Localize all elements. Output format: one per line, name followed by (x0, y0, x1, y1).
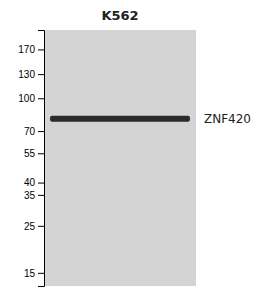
tick-mark (38, 153, 44, 154)
tick-mark (38, 49, 44, 50)
tick-label: 70 (24, 126, 36, 137)
tick: 130 (18, 69, 44, 80)
tick: 40 (24, 177, 44, 188)
title: K562 (101, 8, 138, 23)
tick-label: 55 (24, 148, 36, 159)
marks (44, 30, 196, 286)
tick-label: 40 (24, 177, 36, 188)
tick-label: 170 (18, 44, 35, 55)
tick-mark (38, 226, 44, 227)
tick: 170 (18, 44, 44, 55)
tick-mark (38, 74, 44, 75)
plot: 170 130 100 70 55 40 35 25 15 ZNF420 (18, 30, 251, 287)
band (50, 116, 190, 122)
tick-mark (38, 183, 44, 184)
tick-mark (38, 131, 44, 132)
gel-lane (44, 30, 196, 286)
tick: 15 (24, 268, 44, 279)
tick-label: 130 (18, 69, 35, 80)
tick-label: 35 (24, 190, 36, 201)
y-axis: 170 130 100 70 55 40 35 25 15 (18, 31, 44, 287)
tick: 70 (24, 126, 44, 137)
tick: 35 (24, 190, 44, 201)
tick-label: 100 (18, 93, 35, 104)
tick-label: 25 (24, 221, 36, 232)
tick-mark (38, 98, 44, 99)
axis-line (38, 31, 45, 287)
band-label: ZNF420 (204, 112, 251, 126)
tick-mark (38, 195, 44, 196)
tick: 100 (18, 93, 44, 104)
tick-mark (38, 273, 44, 274)
tick: 55 (24, 148, 44, 159)
chart: 170 130 100 70 55 40 35 25 15 ZNF420 K562 (0, 0, 276, 300)
tick-label: 15 (24, 268, 36, 279)
tick: 25 (24, 221, 44, 232)
